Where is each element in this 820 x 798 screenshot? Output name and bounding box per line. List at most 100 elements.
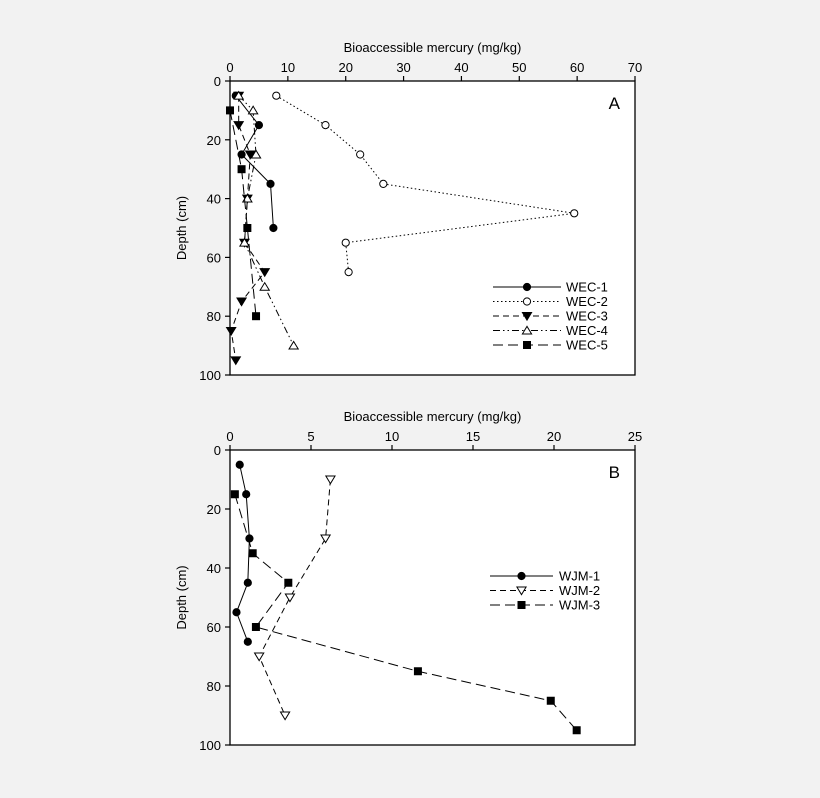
x-tick-label: 15 (466, 429, 480, 444)
data-point (244, 150, 256, 160)
y-axis-title: Depth (cm) (174, 565, 189, 629)
y-tick-label: 40 (207, 192, 221, 207)
legend-entry-wec-3: WEC-3 (493, 309, 608, 324)
legend-marker (523, 341, 531, 349)
x-tick-label: 40 (454, 60, 468, 75)
legend-label: WEC-3 (566, 309, 608, 324)
series-wjm-3 (230, 490, 581, 735)
data-point (259, 268, 271, 278)
legend-label: WJM-1 (559, 569, 600, 584)
y-tick-label: 40 (207, 561, 221, 576)
chart-panel-b: 0 5 10 15 20 25 0 20 40 60 80 100 Bioaccessible merc… (174, 409, 642, 753)
data-point (237, 165, 246, 174)
data-point (248, 549, 257, 558)
x-tick-label: 0 (226, 429, 233, 444)
data-point (288, 340, 300, 350)
legend-entry-wec-5: WEC-5 (493, 338, 608, 353)
data-point (341, 238, 350, 247)
series-wjm-2 (253, 475, 336, 721)
data-point (324, 475, 336, 485)
x-tick-label: 10 (385, 429, 399, 444)
legend-label: WJM-3 (559, 598, 600, 613)
data-point (284, 593, 296, 603)
data-point (230, 356, 242, 366)
legend-marker (522, 297, 532, 306)
data-point (243, 578, 252, 587)
data-point (253, 652, 265, 662)
legend-marker (516, 586, 527, 596)
data-point (570, 209, 579, 218)
data-point (320, 534, 332, 544)
y-tick-label: 80 (207, 679, 221, 694)
panel-label: A (609, 94, 621, 113)
x-tick-label: 30 (396, 60, 410, 75)
x-tick-label: 20 (547, 429, 561, 444)
data-point (321, 121, 330, 130)
series-wec-4 (233, 90, 300, 350)
data-point (259, 281, 271, 291)
chart-panel-a: 0 10 20 30 40 50 60 70 0 20 40 60 80 100 Bioaccessible… (174, 40, 642, 383)
data-point (225, 326, 237, 337)
y-tick-label: 100 (199, 368, 221, 383)
legend-entry-wjm-3: WJM-3 (490, 598, 600, 613)
y-axis-title: Depth (cm) (174, 196, 189, 260)
legend-entry-wjm-2: WJM-2 (490, 583, 600, 598)
legend-marker (522, 282, 532, 292)
data-point (250, 149, 262, 159)
legend-marker (517, 571, 526, 581)
data-point (238, 237, 250, 247)
x-tick-label: 70 (628, 60, 642, 75)
legend-label: WEC-2 (566, 294, 608, 309)
series-wec-5 (226, 106, 261, 321)
x-tick-label: 5 (307, 429, 314, 444)
data-point (266, 179, 275, 188)
data-point (233, 121, 245, 131)
x-tick-label: 0 (226, 60, 233, 75)
legend-label: WEC-4 (566, 323, 608, 338)
data-point (413, 667, 422, 676)
data-point (251, 623, 260, 631)
y-tick-label: 80 (207, 309, 221, 324)
data-point (546, 696, 555, 705)
x-tick-label: 20 (338, 60, 352, 75)
data-point (226, 106, 234, 115)
legend-marker (521, 325, 533, 335)
data-point (379, 179, 388, 188)
data-point (572, 726, 581, 735)
data-point (243, 637, 252, 646)
legend-label: WEC-5 (566, 338, 608, 353)
x-tick-label: 25 (628, 429, 642, 444)
data-point (356, 150, 365, 159)
data-point (237, 150, 246, 159)
y-tick-label: 0 (214, 74, 221, 89)
data-point (232, 608, 241, 617)
y-tick-label: 20 (207, 133, 221, 148)
series-wec-2 (272, 91, 579, 277)
legend-entry-wec-4: WEC-4 (493, 323, 608, 338)
data-point (344, 268, 353, 277)
y-tick-label: 100 (199, 738, 221, 753)
x-tick-label: 60 (570, 60, 584, 75)
data-point (242, 490, 251, 499)
y-tick-label: 60 (207, 620, 221, 635)
x-tick-label: 10 (281, 60, 295, 75)
data-point (236, 297, 248, 307)
plot-area (229, 80, 636, 376)
data-point (233, 90, 245, 100)
data-point (279, 711, 291, 721)
legend-entry-wec-2: WEC-2 (493, 294, 608, 309)
y-tick-label: 0 (214, 443, 221, 458)
data-point (284, 578, 293, 587)
legend-label: WEC-1 (566, 280, 608, 295)
data-point (269, 223, 278, 233)
legend-marker (517, 601, 526, 609)
data-point (243, 224, 252, 232)
x-axis-title: Bioaccessible mercury (mg/kg) (344, 40, 522, 55)
x-axis-title: Bioaccessible mercury (mg/kg) (344, 409, 522, 424)
panel-label: B (609, 463, 620, 482)
x-tick-label: 50 (512, 60, 526, 75)
data-point (254, 121, 264, 130)
legend-marker (521, 312, 533, 322)
